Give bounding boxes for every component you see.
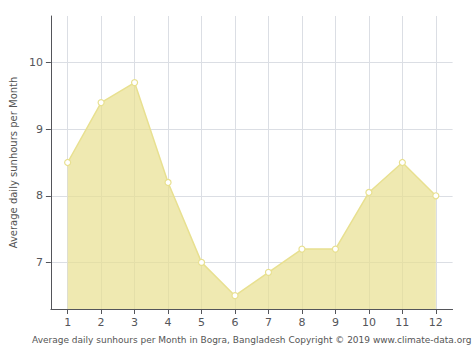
svg-text:7: 7 (36, 256, 43, 269)
svg-text:Average daily sunhours per Mon: Average daily sunhours per Month (8, 77, 19, 249)
svg-text:5: 5 (198, 316, 205, 329)
svg-text:9: 9 (332, 316, 339, 329)
svg-text:4: 4 (165, 316, 172, 329)
svg-text:8: 8 (36, 189, 43, 202)
svg-text:3: 3 (131, 316, 138, 329)
svg-text:Average daily sunhours per Mon: Average daily sunhours per Month in Bogr… (32, 335, 471, 345)
svg-text:11: 11 (395, 316, 409, 329)
svg-text:12: 12 (429, 316, 443, 329)
svg-text:6: 6 (232, 316, 239, 329)
svg-text:10: 10 (29, 56, 43, 69)
svg-text:1: 1 (64, 316, 71, 329)
svg-text:8: 8 (298, 316, 305, 329)
svg-text:2: 2 (98, 316, 105, 329)
svg-text:7: 7 (265, 316, 272, 329)
svg-text:9: 9 (36, 123, 43, 136)
svg-text:10: 10 (362, 316, 376, 329)
